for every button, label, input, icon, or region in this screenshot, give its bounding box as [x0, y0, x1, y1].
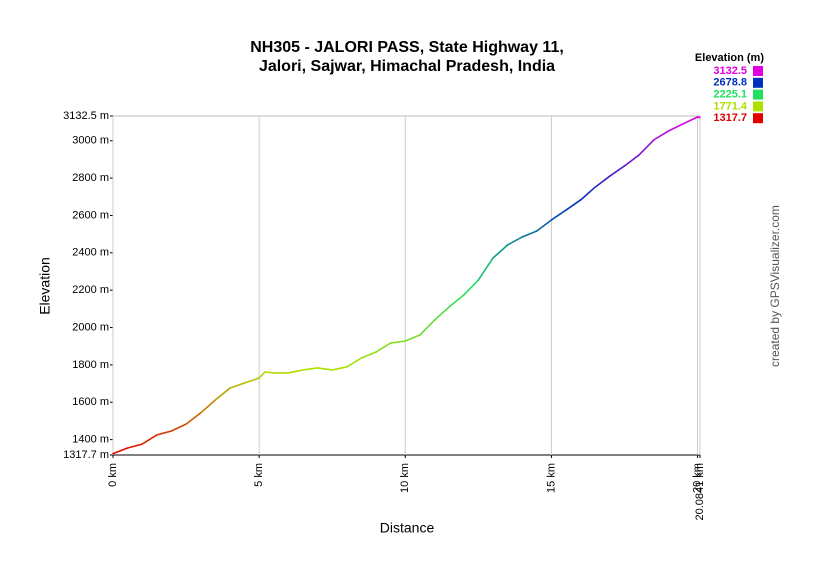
- elevation-line: [302, 367, 319, 371]
- elevation-line: [535, 219, 553, 232]
- y-axis-title: Elevation: [37, 257, 53, 315]
- elevation-line: [316, 367, 334, 371]
- y-tick-label: 1400 m: [72, 434, 109, 446]
- elevation-line: [667, 123, 684, 132]
- elevation-line: [579, 186, 597, 201]
- y-tick-label: 2800 m: [72, 172, 109, 184]
- elevation-line: [652, 130, 670, 141]
- y-tick-label: 1600 m: [72, 396, 109, 408]
- x-axis-title: Distance: [380, 520, 435, 536]
- elevation-line: [229, 382, 246, 389]
- elevation-line: [433, 306, 450, 321]
- y-tick-label: 2400 m: [72, 247, 109, 259]
- elevation-line: [214, 387, 231, 401]
- elevation-line: [156, 430, 173, 436]
- credit: created by GPSVisualizer.com: [768, 205, 782, 367]
- legend-swatch: [753, 89, 763, 100]
- elevation-line: [264, 371, 275, 374]
- elevation-line: [170, 423, 187, 432]
- legend-swatch: [753, 77, 763, 88]
- elevation-line: [185, 412, 202, 425]
- elevation-line: [199, 399, 217, 414]
- elevation-line: [243, 377, 260, 384]
- y-tick-label: 3000 m: [72, 135, 109, 147]
- elevation-line: [506, 236, 523, 246]
- legend-label: 1317.7: [713, 112, 747, 124]
- elevation-line: [375, 342, 392, 353]
- x-tick-label: 20.0841 km: [694, 463, 706, 520]
- legend-swatch: [753, 66, 763, 76]
- elevation-line: [404, 334, 421, 342]
- legend-label: 1771.4: [713, 100, 748, 112]
- y-tick-label: 3132.5 m: [63, 110, 109, 122]
- elevation-line: [346, 357, 363, 368]
- legend-swatch: [753, 113, 763, 124]
- elevation-line: [462, 279, 480, 296]
- elevation-line: [594, 175, 611, 188]
- y-tick-label: 1800 m: [72, 359, 109, 371]
- elevation-line: [419, 319, 436, 336]
- y-tick-label: 2000 m: [72, 321, 109, 333]
- elevation-line: [521, 230, 538, 238]
- elevation-line: [565, 199, 582, 211]
- elevation-line: [126, 443, 144, 449]
- elevation-line: [492, 244, 509, 259]
- x-tick-label: 10 km: [399, 463, 411, 493]
- legend-title: Elevation (m): [695, 52, 764, 64]
- elevation-line: [638, 139, 655, 156]
- x-tick-label: 20 km: [691, 463, 703, 493]
- elevation-line: [389, 340, 407, 344]
- elevation-line: [477, 257, 494, 281]
- elevation-line: [360, 351, 377, 359]
- elevation-line: [331, 366, 348, 371]
- legend-label: 2678.8: [713, 77, 747, 89]
- legend-swatch: [753, 101, 763, 112]
- elevation-line: [623, 154, 640, 167]
- elevation-line: [550, 209, 567, 221]
- y-tick-label: 1317.7 m: [63, 449, 109, 461]
- plot-area: [112, 115, 701, 456]
- x-tick-label: 0 km: [107, 463, 119, 487]
- legend-label: 3132.5: [713, 65, 747, 77]
- elevation-line: [141, 434, 158, 445]
- x-tick-label: 5 km: [253, 463, 265, 487]
- legend-label: 2225.1: [713, 89, 747, 101]
- elevation-line: [448, 294, 465, 308]
- elevation-line: [609, 165, 626, 177]
- y-tick-label: 2600 m: [72, 209, 109, 221]
- elevation-line: [112, 447, 129, 455]
- elevation-line: [258, 371, 266, 379]
- x-tick-label: 15 km: [545, 463, 557, 493]
- elevation-line: [287, 369, 304, 374]
- chart-subtitle: Jalori, Sajwar, Himachal Pradesh, India: [259, 58, 555, 75]
- y-tick-label: 2200 m: [72, 284, 109, 296]
- chart-title: NH305 - JALORI PASS, State Highway 11,: [250, 39, 564, 56]
- elevation-line: [682, 116, 699, 125]
